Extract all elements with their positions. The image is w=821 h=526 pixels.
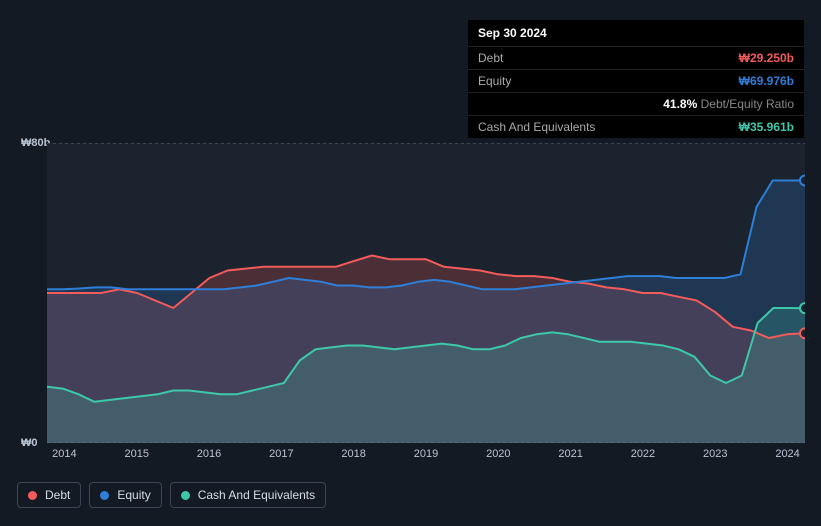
x-tick-label: 2019 (414, 448, 438, 460)
marker-equity (800, 176, 805, 186)
y-tick-label: ₩80b (21, 137, 50, 149)
x-tick-label: 2014 (52, 448, 76, 460)
x-tick-label: 2022 (631, 448, 655, 460)
tooltip-label: Debt (478, 51, 503, 65)
tooltip-value: ₩35.961b (739, 120, 794, 134)
tooltip-value: 41.8% Debt/Equity Ratio (663, 97, 794, 111)
tooltip-panel: Sep 30 2024 Debt ₩29.250b Equity ₩69.976b 41… (468, 20, 804, 138)
legend-dot (181, 491, 190, 500)
tooltip-label: Cash And Equivalents (478, 120, 595, 134)
x-tick-label: 2020 (486, 448, 510, 460)
legend-dot (100, 491, 109, 500)
legend-label: Debt (45, 488, 70, 502)
tooltip-rows: Debt ₩29.250b Equity ₩69.976b 41.8% Debt/Equ… (468, 47, 804, 138)
legend: Debt Equity Cash And Equivalents (17, 482, 326, 508)
tooltip-date: Sep 30 2024 (468, 20, 804, 47)
plot-area[interactable] (47, 143, 805, 443)
legend-item-cash[interactable]: Cash And Equivalents (170, 482, 326, 508)
legend-dot (28, 491, 37, 500)
chart: ₩0 ₩80b 2014 2015 2016 2017 2018 2019 2020 2021 2… (17, 123, 805, 463)
x-tick-label: 2021 (558, 448, 582, 460)
x-tick-label: 2018 (341, 448, 365, 460)
tooltip-row: Debt ₩29.250b (468, 47, 804, 70)
tooltip-row: Equity ₩69.976b (468, 70, 804, 93)
legend-item-equity[interactable]: Equity (89, 482, 161, 508)
x-tick-label: 2023 (703, 448, 727, 460)
tooltip-row: Cash And Equivalents ₩35.961b (468, 116, 804, 138)
tooltip-label: Equity (478, 74, 511, 88)
x-tick-label: 2015 (124, 448, 148, 460)
tooltip-value: ₩69.976b (739, 74, 794, 88)
tooltip-row: 41.8% Debt/Equity Ratio (468, 93, 804, 116)
x-tick-label: 2017 (269, 448, 293, 460)
legend-item-debt[interactable]: Debt (17, 482, 81, 508)
marker-cash (800, 303, 805, 313)
legend-label: Cash And Equivalents (198, 488, 315, 502)
marker-debt (800, 328, 805, 338)
chart-svg (47, 143, 805, 443)
y-tick-label: ₩0 (21, 437, 38, 449)
x-tick-label: 2024 (775, 448, 799, 460)
tooltip-value: ₩29.250b (739, 51, 794, 65)
legend-label: Equity (117, 488, 150, 502)
x-tick-label: 2016 (197, 448, 221, 460)
